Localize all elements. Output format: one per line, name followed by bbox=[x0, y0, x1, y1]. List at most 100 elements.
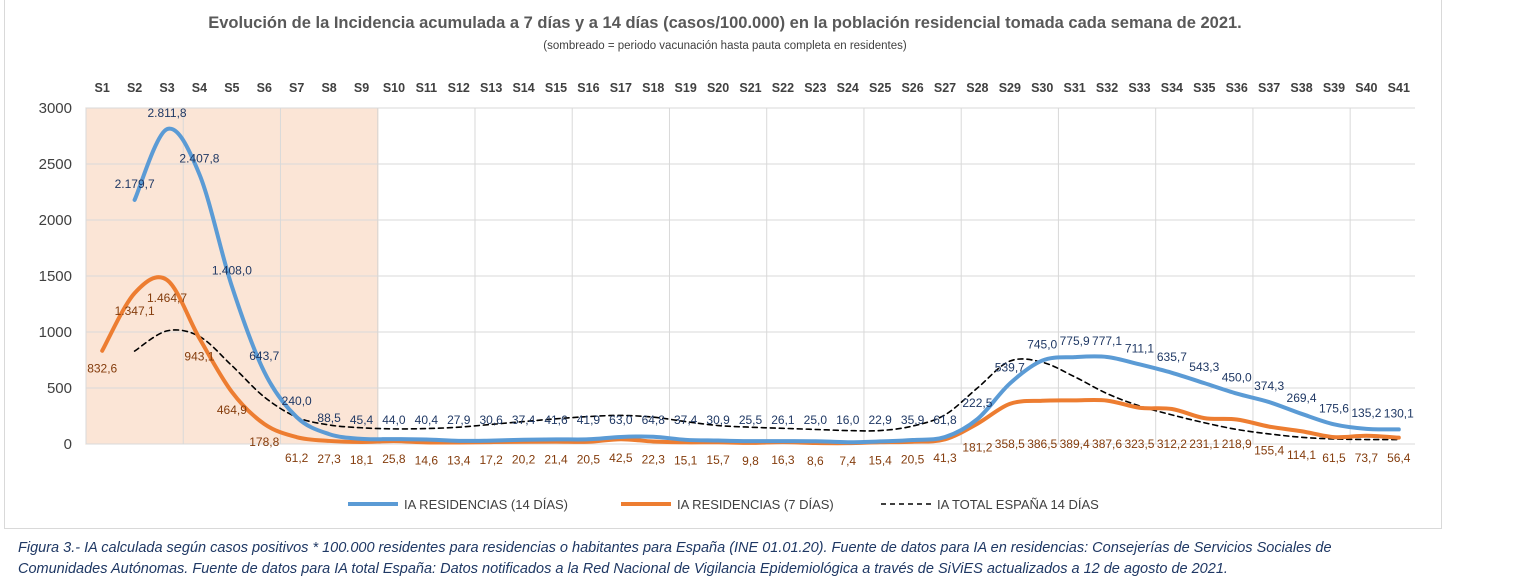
data-label: 16,3 bbox=[771, 453, 795, 467]
x-tick-label: S27 bbox=[934, 81, 956, 95]
data-label: 2.407,8 bbox=[179, 151, 219, 165]
data-label: 358,5 bbox=[995, 437, 1025, 451]
data-label: 56,4 bbox=[1387, 451, 1411, 465]
data-label: 1.347,1 bbox=[115, 304, 155, 318]
figure-caption: Figura 3.- IA calculada según casos posi… bbox=[18, 538, 1518, 580]
data-label: 135,2 bbox=[1351, 406, 1381, 420]
x-tick-label: S39 bbox=[1323, 81, 1345, 95]
data-label: 26,1 bbox=[771, 413, 795, 427]
x-tick-label: S20 bbox=[707, 81, 729, 95]
data-label: 2.811,8 bbox=[147, 106, 186, 120]
x-tick-label: S37 bbox=[1258, 81, 1280, 95]
data-label: 22,3 bbox=[642, 453, 666, 467]
data-label: 41,6 bbox=[544, 413, 568, 427]
data-label: 61,5 bbox=[1322, 451, 1346, 465]
data-label: 61,8 bbox=[933, 413, 957, 427]
data-label: 386,5 bbox=[1027, 437, 1057, 451]
y-tick-label: 1500 bbox=[39, 268, 72, 285]
x-tick-label: S38 bbox=[1290, 81, 1312, 95]
data-label: 40,4 bbox=[415, 413, 439, 427]
y-tick-label: 0 bbox=[64, 436, 72, 453]
data-label: 114,1 bbox=[1287, 448, 1316, 462]
data-label: 130,1 bbox=[1384, 406, 1414, 420]
caption-line-2: Comunidades Autónomas. Fuente de datos p… bbox=[18, 561, 1228, 577]
x-tick-label: S13 bbox=[480, 81, 502, 95]
legend-label: IA RESIDENCIAS (14 DÍAS) bbox=[404, 497, 568, 512]
x-tick-label: S1 bbox=[95, 81, 110, 95]
data-label: 25,0 bbox=[804, 413, 828, 427]
x-tick-label: S29 bbox=[999, 81, 1021, 95]
x-tick-label: S40 bbox=[1355, 81, 1377, 95]
x-tick-label: S14 bbox=[512, 81, 534, 95]
data-label: 323,5 bbox=[1124, 437, 1154, 451]
caption-line-1: Figura 3.- IA calculada según casos posi… bbox=[18, 540, 1332, 556]
data-label: 14,6 bbox=[415, 453, 439, 467]
data-label: 543,3 bbox=[1189, 360, 1219, 374]
x-tick-label: S8 bbox=[321, 81, 336, 95]
x-tick-label: S30 bbox=[1031, 81, 1053, 95]
data-label: 15,4 bbox=[868, 453, 892, 467]
data-label: 20,2 bbox=[512, 453, 536, 467]
data-label: 16,0 bbox=[836, 413, 860, 427]
legend-label: IA TOTAL ESPAÑA 14 DÍAS bbox=[937, 497, 1099, 512]
data-label: 9,8 bbox=[742, 454, 759, 468]
data-label: 18,1 bbox=[350, 453, 374, 467]
data-label: 943,1 bbox=[184, 349, 214, 363]
data-label: 73,7 bbox=[1355, 451, 1379, 465]
data-label: 175,6 bbox=[1319, 401, 1349, 415]
x-tick-label: S33 bbox=[1128, 81, 1150, 95]
y-tick-label: 3000 bbox=[39, 100, 72, 117]
x-tick-label: S5 bbox=[224, 81, 239, 95]
x-tick-label: S17 bbox=[610, 81, 632, 95]
data-label: 389,4 bbox=[1060, 437, 1090, 451]
data-label: 2.179,7 bbox=[115, 177, 155, 191]
y-tick-label: 500 bbox=[47, 380, 72, 397]
x-tick-label: S32 bbox=[1096, 81, 1118, 95]
data-label: 37,4 bbox=[512, 413, 536, 427]
data-label: 27,9 bbox=[447, 413, 471, 427]
x-tick-label: S24 bbox=[837, 81, 859, 95]
data-label: 30,6 bbox=[480, 413, 504, 427]
x-tick-label: S6 bbox=[257, 81, 272, 95]
data-label: 450,0 bbox=[1222, 371, 1252, 385]
data-label: 464,9 bbox=[217, 403, 247, 417]
data-label: 181,2 bbox=[962, 441, 992, 455]
x-tick-label: S18 bbox=[642, 81, 664, 95]
x-tick-label: S35 bbox=[1193, 81, 1215, 95]
data-label: 312,2 bbox=[1157, 437, 1187, 451]
y-tick-label: 2000 bbox=[39, 212, 72, 229]
data-label: 635,7 bbox=[1157, 350, 1187, 364]
x-tick-label: S31 bbox=[1064, 81, 1086, 95]
data-label: 8,6 bbox=[807, 454, 824, 468]
x-tick-label: S22 bbox=[772, 81, 794, 95]
data-label: 35,9 bbox=[901, 413, 925, 427]
chart-frame bbox=[4, 0, 1442, 529]
chart-subtitle: (sombreado = periodo vacunación hasta pa… bbox=[543, 40, 907, 52]
data-label: 25,5 bbox=[739, 413, 763, 427]
data-label: 45,4 bbox=[350, 413, 374, 427]
data-label: 30,9 bbox=[706, 413, 730, 427]
data-label: 42,5 bbox=[609, 451, 633, 465]
x-tick-label: S16 bbox=[577, 81, 599, 95]
data-label: 775,9 bbox=[1060, 334, 1090, 348]
data-label: 20,5 bbox=[901, 453, 925, 467]
x-tick-label: S12 bbox=[448, 81, 470, 95]
x-tick-label: S15 bbox=[545, 81, 567, 95]
series-line-1 bbox=[132, 126, 1401, 445]
x-tick-label: S21 bbox=[739, 81, 761, 95]
x-tick-label: S26 bbox=[901, 81, 923, 95]
data-label: 41,9 bbox=[577, 413, 601, 427]
data-label: 832,6 bbox=[87, 362, 117, 376]
data-label: 222,5 bbox=[962, 396, 992, 410]
data-label: 25,8 bbox=[382, 452, 406, 466]
data-label: 13,4 bbox=[447, 453, 471, 467]
data-label: 1.408,0 bbox=[212, 263, 252, 277]
x-tick-label: S2 bbox=[127, 81, 142, 95]
data-label: 155,4 bbox=[1254, 444, 1284, 458]
data-label: 7,4 bbox=[839, 454, 856, 468]
data-label: 21,4 bbox=[544, 453, 568, 467]
data-label: 44,0 bbox=[382, 413, 406, 427]
data-label: 777,1 bbox=[1092, 334, 1122, 348]
data-label: 88,5 bbox=[317, 411, 341, 425]
data-label: 63,0 bbox=[609, 413, 633, 427]
